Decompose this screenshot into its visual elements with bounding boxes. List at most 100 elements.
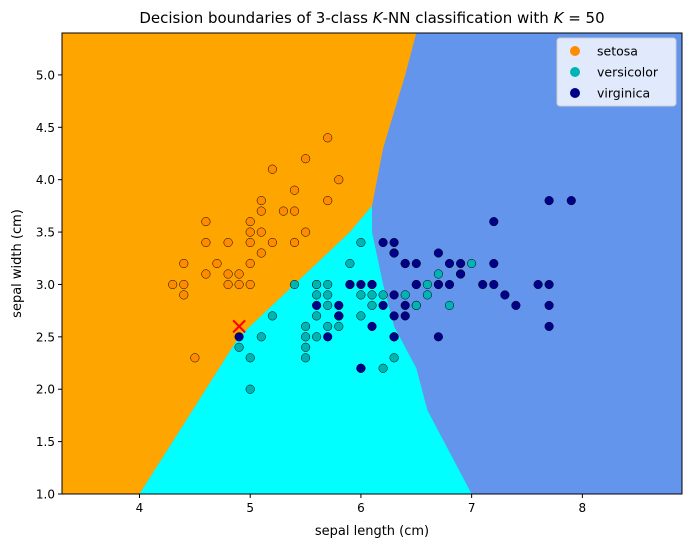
point-setosa bbox=[212, 258, 222, 269]
point-versicolor bbox=[301, 342, 311, 352]
point-virginica bbox=[489, 217, 499, 227]
point-versicolor bbox=[301, 353, 311, 363]
point-virginica bbox=[544, 300, 554, 310]
point-versicolor bbox=[334, 321, 344, 331]
point-virginica bbox=[433, 332, 443, 342]
point-versicolor bbox=[422, 279, 432, 290]
y-tick-label: 1.0 bbox=[36, 488, 55, 502]
point-versicolor bbox=[312, 290, 322, 300]
point-virginica bbox=[389, 332, 399, 342]
point-virginica bbox=[323, 332, 333, 342]
point-virginica bbox=[367, 321, 377, 331]
legend-box bbox=[556, 37, 677, 107]
point-setosa bbox=[234, 279, 244, 290]
point-virginica bbox=[378, 237, 388, 248]
point-setosa bbox=[256, 248, 266, 258]
point-versicolor bbox=[323, 279, 333, 290]
y-tick-label: 1.5 bbox=[36, 435, 55, 449]
y-tick-label: 4.0 bbox=[36, 173, 55, 187]
point-setosa bbox=[245, 258, 255, 269]
point-setosa bbox=[245, 279, 255, 290]
point-setosa bbox=[201, 269, 211, 279]
x-tick-label: 8 bbox=[579, 501, 587, 515]
point-versicolor bbox=[378, 290, 388, 300]
point-virginica bbox=[500, 290, 510, 300]
point-virginica bbox=[389, 311, 399, 321]
point-setosa bbox=[179, 258, 189, 269]
point-setosa bbox=[256, 227, 266, 237]
point-versicolor bbox=[356, 237, 366, 248]
point-versicolor bbox=[289, 279, 300, 290]
region-setosa bbox=[62, 33, 417, 494]
point-versicolor bbox=[267, 311, 277, 321]
point-setosa bbox=[179, 290, 189, 300]
point-setosa bbox=[245, 237, 255, 248]
x-axis-label: sepal length (cm) bbox=[315, 524, 429, 539]
point-virginica bbox=[389, 290, 399, 300]
y-tick-label: 3.5 bbox=[36, 226, 55, 240]
point-setosa bbox=[301, 154, 311, 164]
point-virginica bbox=[411, 258, 421, 269]
point-versicolor bbox=[312, 311, 322, 321]
point-versicolor bbox=[422, 290, 432, 300]
point-versicolor bbox=[312, 279, 322, 290]
point-virginica bbox=[544, 321, 554, 331]
point-setosa bbox=[168, 279, 178, 290]
point-setosa bbox=[256, 206, 266, 216]
point-virginica bbox=[400, 311, 410, 321]
y-tick-label: 3.0 bbox=[36, 278, 55, 292]
point-virginica bbox=[511, 300, 521, 310]
legend-marker-virginica bbox=[570, 88, 580, 98]
point-virginica bbox=[478, 279, 488, 290]
point-versicolor bbox=[301, 332, 311, 342]
legend-marker-setosa bbox=[570, 46, 580, 56]
point-versicolor bbox=[245, 384, 255, 394]
point-versicolor bbox=[323, 321, 333, 331]
point-setosa bbox=[289, 206, 300, 216]
point-versicolor bbox=[323, 290, 333, 300]
point-virginica bbox=[312, 300, 322, 310]
plot-frame bbox=[61, 32, 683, 495]
point-virginica bbox=[400, 300, 410, 310]
y-axis-label: sepal width (cm) bbox=[10, 209, 25, 318]
point-versicolor bbox=[245, 353, 255, 363]
point-virginica bbox=[334, 300, 344, 310]
point-virginica bbox=[389, 237, 399, 248]
point-versicolor bbox=[345, 258, 355, 269]
point-virginica bbox=[345, 279, 355, 290]
point-virginica bbox=[433, 248, 443, 258]
point-versicolor bbox=[312, 332, 322, 342]
x-tick-label: 5 bbox=[246, 501, 254, 515]
point-versicolor bbox=[301, 321, 311, 331]
point-setosa bbox=[267, 164, 277, 174]
point-setosa bbox=[323, 196, 333, 206]
point-virginica bbox=[489, 279, 499, 290]
point-versicolor bbox=[367, 290, 377, 300]
point-versicolor bbox=[234, 342, 244, 352]
point-virginica bbox=[444, 279, 455, 290]
point-setosa bbox=[334, 175, 344, 185]
point-setosa bbox=[256, 196, 266, 206]
point-virginica bbox=[533, 279, 543, 290]
point-virginica bbox=[456, 269, 466, 279]
point-setosa bbox=[234, 269, 244, 279]
point-virginica bbox=[566, 196, 576, 206]
legend-label-setosa: setosa bbox=[597, 44, 638, 59]
point-setosa bbox=[201, 217, 211, 227]
point-versicolor bbox=[467, 258, 477, 269]
point-setosa bbox=[278, 206, 288, 216]
point-virginica bbox=[389, 248, 399, 258]
point-versicolor bbox=[367, 300, 377, 310]
point-virginica bbox=[411, 279, 421, 290]
point-versicolor bbox=[356, 290, 366, 300]
x-tick-label: 4 bbox=[136, 501, 144, 515]
point-virginica bbox=[378, 300, 388, 310]
point-setosa bbox=[223, 237, 233, 248]
point-setosa bbox=[179, 279, 189, 290]
point-setosa bbox=[245, 227, 255, 237]
legend-marker-versicolor bbox=[570, 67, 580, 77]
legend: setosa versicolor virginica bbox=[556, 37, 677, 107]
point-setosa bbox=[245, 217, 255, 227]
point-versicolor bbox=[323, 300, 333, 310]
